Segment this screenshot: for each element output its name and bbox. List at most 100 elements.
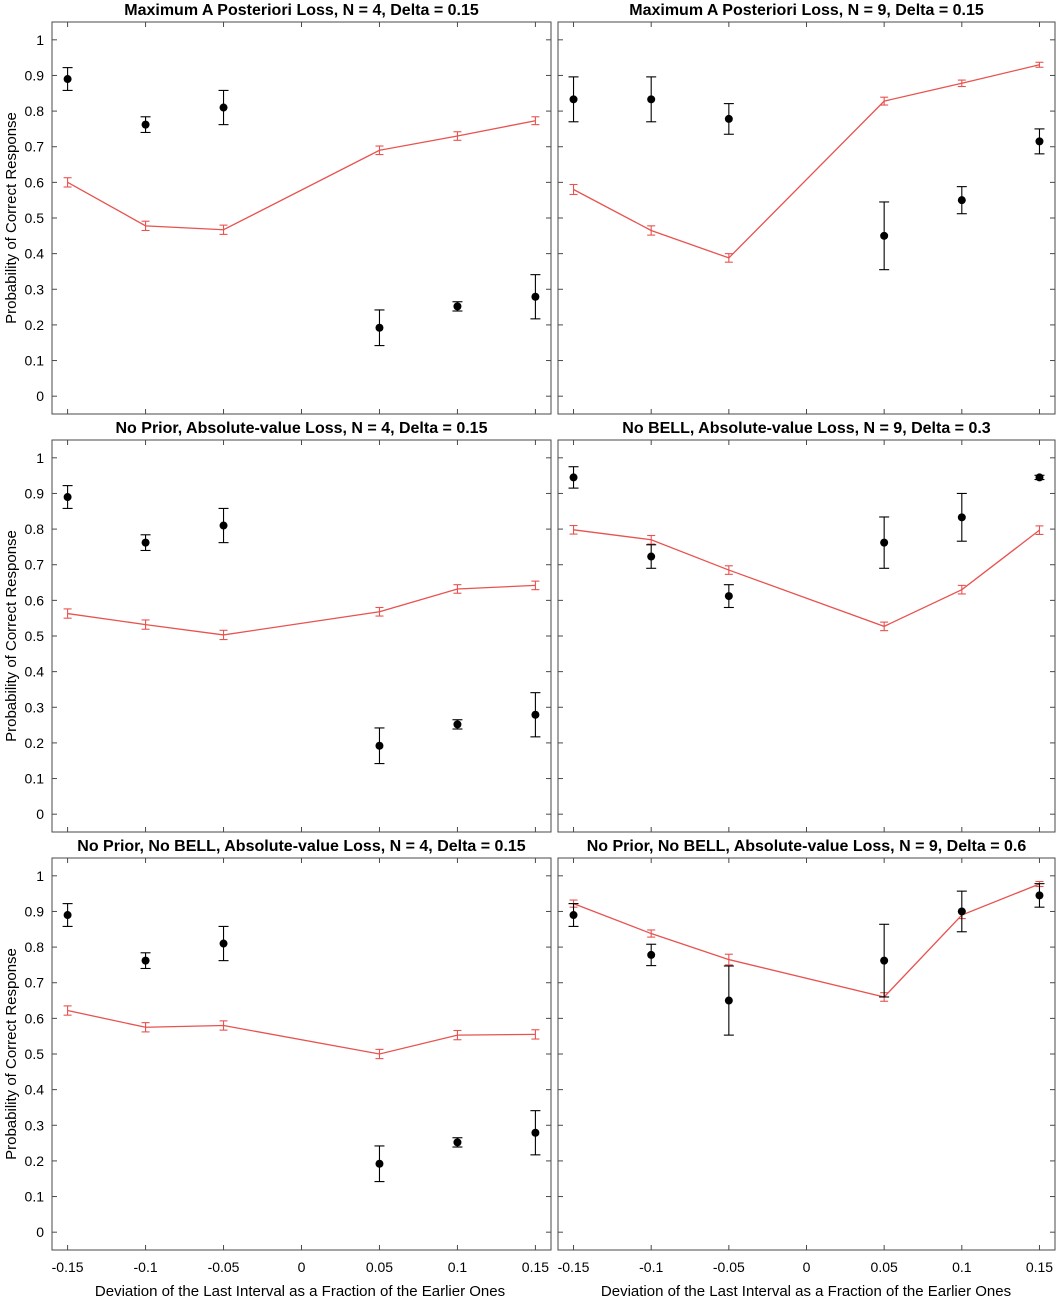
data-point <box>375 1159 384 1168</box>
y-tick-label: 0 <box>36 388 44 404</box>
y-axis-label-row-2: Probability of Correct Response <box>3 530 20 742</box>
x-tick-label: -0.05 <box>208 1259 240 1275</box>
data-point <box>880 231 889 240</box>
y-tick-label: 0.3 <box>25 281 45 297</box>
y-tick-label: 0.5 <box>25 1046 45 1062</box>
data-point <box>569 473 578 482</box>
x-tick-label: 0.05 <box>366 1259 393 1275</box>
panel-3: No Prior, Absolute-value Loss, N = 4, De… <box>25 420 552 833</box>
data-point <box>957 513 966 522</box>
data-point <box>880 956 889 965</box>
y-tick-label: 0.1 <box>25 1189 45 1205</box>
y-tick-label: 0.8 <box>25 939 45 955</box>
x-tick-label: -0.1 <box>639 1259 663 1275</box>
x-axis-label-left: Deviation of the Last Interval as a Frac… <box>95 1283 505 1300</box>
model-series <box>63 580 540 641</box>
model-line <box>67 120 536 231</box>
x-tick-label: 0.1 <box>448 1259 468 1275</box>
data-point <box>957 196 966 205</box>
data-point <box>141 120 150 129</box>
y-tick-label: 0.7 <box>25 975 45 991</box>
data-point <box>1035 891 1044 900</box>
y-tick-label: 0.2 <box>25 1153 45 1169</box>
data-point <box>531 292 540 301</box>
data-point <box>569 911 578 920</box>
y-tick-label: 0.7 <box>25 557 45 573</box>
data-point <box>957 907 966 916</box>
y-tick-label: 0.5 <box>25 628 45 644</box>
y-axis-label-row-3: Probability of Correct Response <box>3 948 20 1160</box>
x-tick-label: 0.15 <box>1026 1259 1053 1275</box>
y-tick-label: 0 <box>36 1224 44 1240</box>
data-point <box>219 521 228 530</box>
data-point <box>453 302 462 311</box>
y-tick-label: 0.4 <box>25 1082 45 1098</box>
x-tick-label: 0.15 <box>522 1259 549 1275</box>
model-line <box>67 584 536 636</box>
x-tick-label: 0 <box>298 1259 306 1275</box>
y-tick-label: 0.3 <box>25 699 45 715</box>
x-tick-label: 0.1 <box>952 1259 972 1275</box>
panels: Maximum A Posteriori Loss, N = 4, Delta … <box>25 2 1056 1275</box>
data-point <box>724 114 733 123</box>
panel-5: No Prior, No BELL, Absolute-value Loss, … <box>25 838 552 1275</box>
data-series <box>568 76 1045 271</box>
panel-title: No BELL, Absolute-value Loss, N = 9, Del… <box>622 420 990 437</box>
x-tick-label: -0.05 <box>713 1259 745 1275</box>
plot-frame <box>51 21 552 415</box>
y-tick-label: 0.5 <box>25 210 45 226</box>
data-point <box>1035 137 1044 146</box>
data-point <box>219 103 228 112</box>
data-point <box>141 538 150 547</box>
data-point <box>647 950 656 959</box>
panel-title: No Prior, Absolute-value Loss, N = 4, De… <box>116 420 488 437</box>
y-tick-label: 0.8 <box>25 103 45 119</box>
data-point <box>375 323 384 332</box>
data-series <box>62 485 541 765</box>
y-tick-label: 0.6 <box>25 1010 45 1026</box>
panel-1: Maximum A Posteriori Loss, N = 4, Delta … <box>25 2 552 415</box>
data-series <box>568 883 1045 1036</box>
x-tick-label: 0 <box>803 1259 811 1275</box>
panel-title: Maximum A Posteriori Loss, N = 4, Delta … <box>124 2 479 19</box>
panel-2: Maximum A Posteriori Loss, N = 9, Delta … <box>557 2 1056 415</box>
x-tick-label: -0.15 <box>52 1259 84 1275</box>
model-series <box>63 1005 540 1060</box>
y-tick-label: 0.7 <box>25 139 45 155</box>
data-point <box>647 95 656 104</box>
y-tick-label: 0.9 <box>25 903 45 919</box>
plot-frame <box>557 439 1056 833</box>
data-point <box>531 710 540 719</box>
x-tick-label: -0.1 <box>134 1259 158 1275</box>
y-tick-label: 0 <box>36 806 44 822</box>
y-tick-label: 1 <box>36 868 44 884</box>
y-tick-label: 0.1 <box>25 771 45 787</box>
y-tick-label: 0.4 <box>25 246 45 262</box>
data-series <box>62 903 541 1183</box>
plot-frame <box>51 439 552 833</box>
model-series <box>569 524 1044 632</box>
data-point <box>531 1128 540 1137</box>
model-series <box>63 116 540 235</box>
data-point <box>63 911 72 920</box>
data-point <box>569 95 578 104</box>
y-tick-label: 0.2 <box>25 735 45 751</box>
panel-title: Maximum A Posteriori Loss, N = 9, Delta … <box>629 2 984 19</box>
y-axis-label-row-1: Probability of Correct Response <box>3 112 20 324</box>
data-point <box>219 939 228 948</box>
y-tick-label: 0.6 <box>25 592 45 608</box>
x-tick-label: -0.15 <box>558 1259 590 1275</box>
model-line <box>573 883 1040 998</box>
panel-4: No BELL, Absolute-value Loss, N = 9, Del… <box>557 420 1056 833</box>
y-tick-label: 0.6 <box>25 174 45 190</box>
y-tick-label: 0.9 <box>25 67 45 83</box>
plot-frame <box>557 21 1056 415</box>
data-point <box>141 956 150 965</box>
y-tick-label: 0.3 <box>25 1117 45 1133</box>
panel-title: No Prior, No BELL, Absolute-value Loss, … <box>77 838 526 855</box>
model-line <box>67 1009 536 1055</box>
y-tick-label: 0.9 <box>25 485 45 501</box>
data-point <box>647 552 656 561</box>
y-tick-label: 1 <box>36 32 44 48</box>
